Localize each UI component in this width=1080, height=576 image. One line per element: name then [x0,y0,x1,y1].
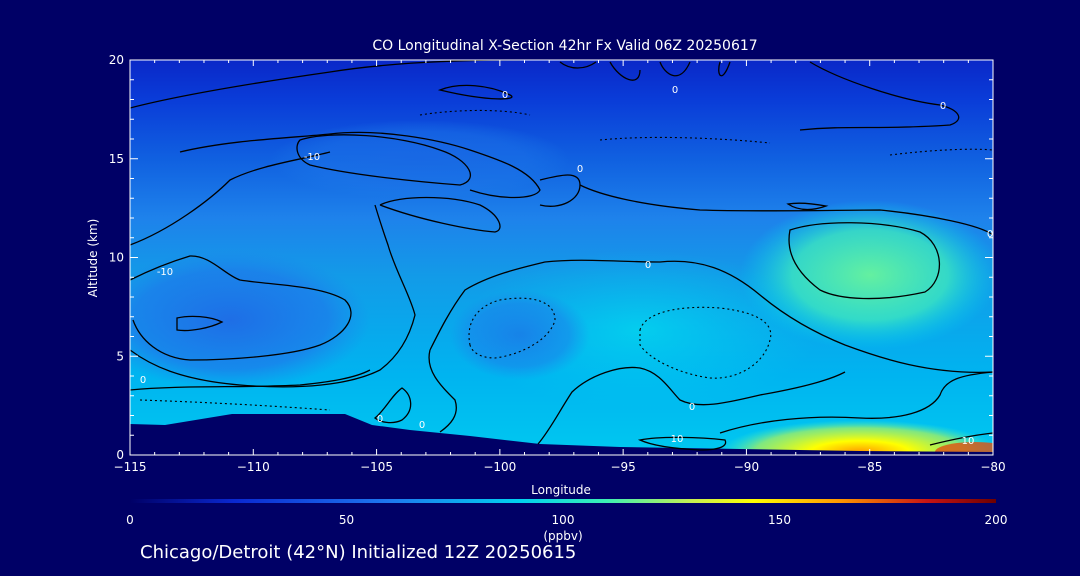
x-axis-label: Longitude [531,483,591,497]
contour-line [130,151,501,246]
contour-label: -10 [157,267,173,278]
colorbar [130,499,996,503]
contour-label: 10 [671,434,684,445]
colorbar-unit-label: (ppbv) [543,529,582,543]
contour-label: 10 [962,436,975,447]
contour-line [786,202,829,211]
colorbar-tick-label: 200 [985,513,1008,527]
contour-line [537,366,846,445]
y-tick-label: 0 [116,448,124,462]
contour-labels: 0 0 0 -10 0 -10 0 0 0 0 0 0 10 10 [140,85,993,447]
blue-region-central [450,290,590,380]
contour-line [468,297,556,359]
contour-line [130,60,521,109]
blue-region-upper [270,120,570,200]
y-tick-label: 20 [109,53,124,67]
plot-area: 0 0 0 -10 0 -10 0 0 0 0 0 0 10 10 [130,60,993,455]
subtitle: Chicago/Detroit (42°N) Initialized 12Z 2… [140,542,577,563]
y-tick-label: 15 [109,152,124,166]
contour-label: 0 [577,164,583,175]
contour-line [419,109,993,156]
contour-label: 0 [419,420,425,431]
contour-line [130,204,416,388]
contour-line [637,436,727,451]
contour-line [579,184,993,236]
contour-label: 0 [987,229,993,240]
y-tick-label: 10 [109,251,124,265]
contour-label: -10 [304,152,320,163]
contour-label: 0 [940,101,946,112]
contour-line [179,131,541,199]
contour-line [373,387,412,424]
contour-line [130,255,352,361]
contour-label: 0 [377,414,383,425]
x-tick-label: −95 [610,460,635,474]
contour-line [929,432,993,446]
contour-line [130,369,371,391]
axes: −115 −110 −105 −100 −95 −90 −85 −80 0 5 10 15 20 [109,53,1006,474]
contour-line [429,259,993,373]
x-tick-label: −80 [980,460,1005,474]
colorbar-tick-label: 0 [126,513,134,527]
colorbar-ticks: 0 50 100 150 200 [126,513,1007,527]
contour-line [719,371,993,434]
x-tick-label: −100 [483,460,516,474]
x-tick-label: −105 [360,460,393,474]
colorbar-tick-label: 150 [768,513,791,527]
contour-line [176,315,224,332]
y-tick-label: 5 [116,349,124,363]
colorbar-tick-label: 100 [552,513,575,527]
blue-region-west [130,250,370,390]
contour-line [139,399,331,411]
contour-label: 0 [689,402,695,413]
terrain [130,414,993,455]
x-tick-label: −110 [237,460,270,474]
x-tick-label: −90 [734,460,759,474]
contour-label: 0 [502,90,508,101]
contour-line [296,134,472,186]
chart-title: CO Longitudinal X-Section 42hr Fx Valid … [372,38,757,54]
contour-line [428,349,457,433]
contour-line [559,61,960,131]
x-tick-label: −85 [857,460,882,474]
x-tick-label: −115 [114,460,147,474]
high-co-surface-region [720,420,993,455]
contour-label: 0 [140,375,146,386]
dotted-contours [139,109,993,411]
y-axis-label: Altitude (km) [86,219,100,298]
contour-label: 0 [672,85,678,96]
contour-line [788,222,941,300]
colorbar-tick-label: 50 [339,513,354,527]
contour-lines [130,60,993,451]
contour-label: 0 [645,260,651,271]
contour-line [437,84,513,100]
